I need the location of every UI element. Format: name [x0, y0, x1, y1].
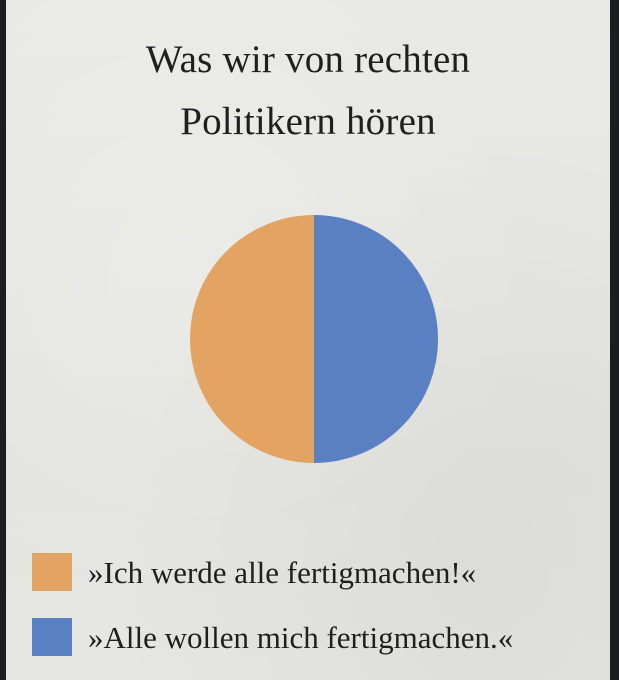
pie-slice-threat	[190, 215, 314, 463]
legend-item-victim: »Alle wollen mich fertigmachen.«	[32, 617, 513, 657]
legend-swatch-orange	[32, 553, 72, 591]
newspaper-clipping: Was wir von rechten Politikern hören »Ic…	[6, 0, 610, 680]
legend-swatch-blue	[32, 618, 72, 656]
pie-slice-victim	[314, 215, 438, 463]
legend-label-threat: »Ich werde alle fertigmachen!«	[88, 554, 477, 590]
legend-item-threat: »Ich werde alle fertigmachen!«	[32, 552, 476, 592]
legend-label-victim: »Alle wollen mich fertigmachen.«	[88, 619, 514, 655]
pie-chart	[190, 215, 438, 463]
chart-title-line-2: Politikern hören	[180, 100, 436, 143]
chart-title-line-1: Was wir von rechten	[145, 38, 471, 81]
